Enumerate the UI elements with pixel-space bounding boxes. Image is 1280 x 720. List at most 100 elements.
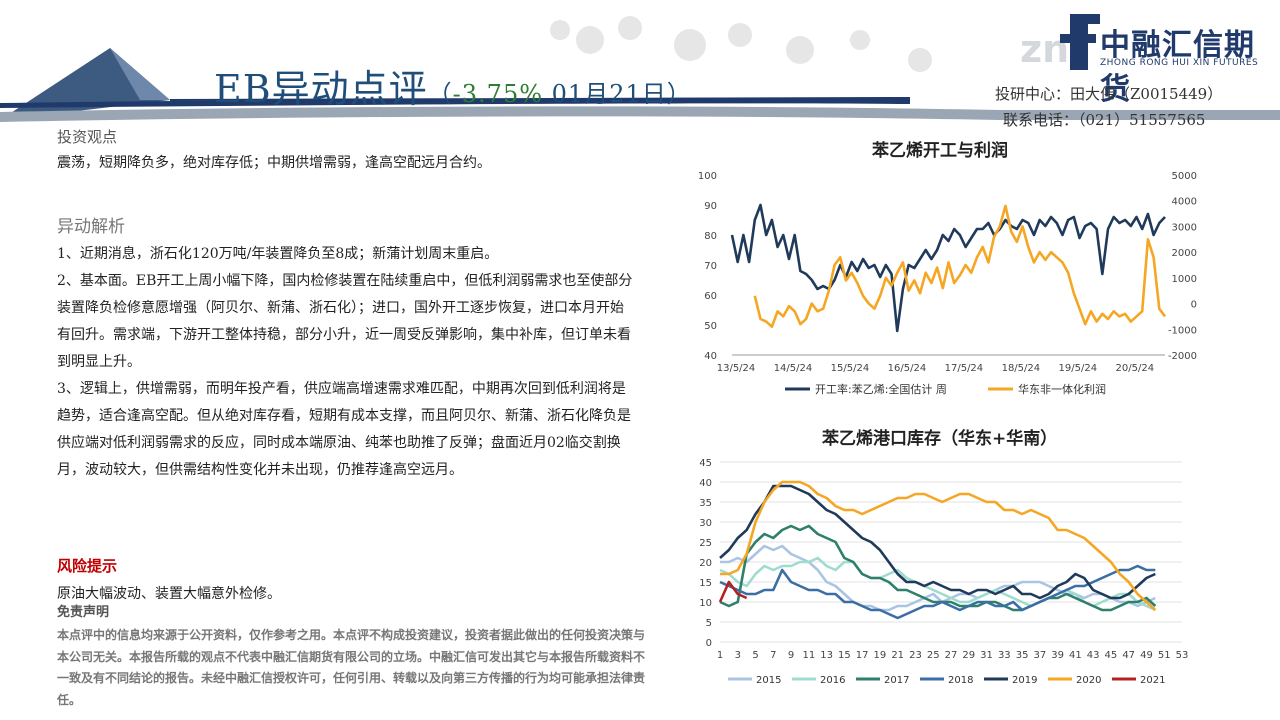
y-left-tick-label: 80 [704,231,717,242]
x-tick-label: 33 [998,650,1011,661]
x-tick-label: 3 [735,650,741,661]
x-tick-label: 35 [1016,650,1029,661]
x-tick-label: 17/5/24 [945,363,984,374]
x-tick-label: 49 [1140,650,1153,661]
analysis-item: 1、近期消息，浙石化120万吨/年装置降负至8成；新蒲计划周末重启。 [57,246,499,262]
y-right-tick-label: -2000 [1168,351,1197,362]
series-line-2020 [720,480,1157,611]
x-tick-label: 47 [1122,650,1135,661]
investment-view-title: 投资观点 [57,128,118,146]
legend-label: 2017 [884,675,909,686]
y-left-tick-label: 70 [704,261,717,272]
x-tick-label: 14/5/24 [774,363,813,374]
x-tick-label: 27 [945,650,958,661]
legend-label: 2021 [1140,675,1165,686]
y-right-tick-label: 0 [1191,300,1197,311]
risk-title: 风险提示 [57,557,118,575]
chart1-title: 苯乙烯开工与利润 [872,141,1008,161]
y-left-tick-label: 50 [704,321,717,332]
title-main: EB异动点评 [214,67,428,111]
legend-label: 2020 [1076,675,1101,686]
logo-chinese-name: 中融汇信期货 [1100,28,1255,107]
disclaimer-text: 本点评中的信息均来源于公开资料，仅作参考之用。本点评不构成投资建议，投资者据此做… [57,628,646,707]
logo-english-name: ZHONG RONG HUI XIN FUTURES [1100,58,1259,68]
y-right-tick-label: 4000 [1172,197,1197,208]
x-tick-label: 37 [1033,650,1046,661]
y-right-tick-label: 5000 [1172,171,1197,182]
series-line-2 [753,204,1167,329]
y-right-tick-label: 1000 [1172,274,1197,285]
y-tick-label: 5 [706,618,712,629]
y-tick-label: 45 [699,458,712,469]
y-tick-label: 35 [699,498,712,509]
y-left-tick-label: 60 [704,291,717,302]
x-tick-label: 5 [752,650,758,661]
x-tick-label: 9 [788,650,794,661]
x-tick-label: 7 [770,650,776,661]
x-tick-label: 29 [962,650,975,661]
legend-label: 2018 [948,675,973,686]
x-tick-label: 39 [1051,650,1064,661]
y-tick-label: 40 [699,478,712,489]
x-tick-label: 41 [1069,650,1082,661]
analyst-info: 投研中心：田大伟（Z0015449） [995,85,1223,103]
series-line-2017 [719,524,1157,612]
y-right-tick-label: 2000 [1172,248,1197,259]
y-tick-label: 15 [699,578,712,589]
y-tick-label: 30 [699,518,712,529]
y-tick-label: 25 [699,538,712,549]
x-tick-label: 43 [1087,650,1100,661]
x-tick-label: 16/5/24 [888,363,927,374]
x-tick-label: 20/5/24 [1116,363,1155,374]
legend-label: 2016 [820,675,845,686]
y-right-tick-label: -1000 [1168,325,1197,336]
y-tick-label: 0 [706,638,712,649]
analysis-title: 异动解析 [57,217,125,237]
analysis-item: 3、逻辑上，供增需弱，而明年投产看，供应端高增速需求难匹配，中期再次回到低利润将… [57,381,631,478]
series-line-1 [730,203,1166,333]
x-tick-label: 25 [927,650,940,661]
x-tick-label: 23 [909,650,922,661]
y-right-tick-label: 3000 [1172,222,1197,233]
risk-text: 原油大幅波动、装置大幅意外检修。 [57,586,281,602]
change-percent: -3.75% [452,80,544,108]
x-tick-label: 15/5/24 [831,363,870,374]
x-tick-label: 13/5/24 [717,363,756,374]
y-left-tick-label: 40 [704,351,717,362]
x-tick-label: 53 [1176,650,1189,661]
legend-label: 2019 [1012,675,1037,686]
series-line-2021 [718,580,748,603]
x-tick-label: 19/5/24 [1059,363,1098,374]
analysis-item: 2、基本面。EB开工上周小幅下降，国内检修装置在陆续重启中，但低利润弱需求也至使… [57,273,633,370]
x-tick-label: 1 [717,650,723,661]
y-left-tick-label: 100 [698,171,717,182]
series-line-2015 [720,544,1156,612]
chart-operating-rate-profit: 40 50 60 70 80 90 100 -2000 -1000 0 1000 2000 3000 40… [698,171,1197,396]
y-left-tick-label: 90 [704,201,717,212]
legend-label: 华东非一体化利润 [1018,382,1106,396]
x-tick-label: 51 [1158,650,1171,661]
x-tick-label: 18/5/24 [1002,363,1041,374]
x-tick-label: 13 [820,650,833,661]
y-tick-label: 20 [699,558,712,569]
legend-label: 开工率:苯乙烯:全国估计 周 [815,382,947,396]
x-tick-label: 45 [1105,650,1118,661]
change-open: （ [427,80,453,108]
y-tick-label: 10 [699,598,712,609]
investment-view-text: 震荡，短期降负多，绝对库存低；中期供增需弱，逢高空配远月合约。 [57,155,491,171]
legend-label: 2015 [756,675,781,686]
page-title: EB异动点评（-3.75% 01月21日） [214,58,692,113]
svg-text:zn: zn [1020,27,1069,71]
x-tick-label: 15 [838,650,851,661]
x-tick-label: 11 [802,650,815,661]
x-tick-label: 31 [980,650,993,661]
series-line-2018 [719,564,1156,620]
chart2-title: 苯乙烯港口库存（华东+华南） [822,429,1058,449]
x-tick-label: 19 [874,650,887,661]
x-tick-label: 17 [856,650,869,661]
title-change: （-3.75% 01月21日） [428,80,692,108]
x-tick-label: 21 [891,650,904,661]
change-date: 01月21日） [543,80,692,108]
contact-phone: 联系电话：（021）51557565 [1003,111,1206,129]
